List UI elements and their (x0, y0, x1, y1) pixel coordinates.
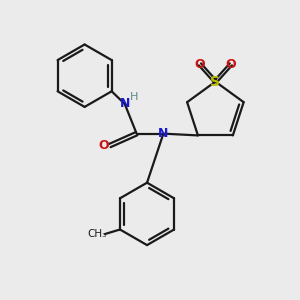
Text: N: N (119, 98, 130, 110)
Text: O: O (226, 58, 236, 71)
Text: S: S (210, 75, 220, 88)
Text: H: H (130, 92, 138, 102)
Text: CH₃: CH₃ (87, 229, 106, 239)
Text: N: N (158, 127, 169, 140)
Text: O: O (99, 139, 109, 152)
Text: O: O (195, 58, 205, 71)
